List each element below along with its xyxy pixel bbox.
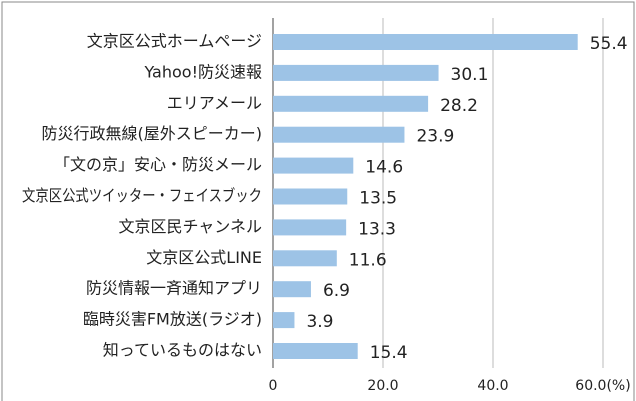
y-tick-label: 知っているものはない (103, 341, 262, 360)
bar (273, 188, 348, 205)
value-label: 14.6 (365, 158, 403, 178)
bar (273, 157, 354, 174)
bar (273, 281, 311, 298)
y-tick-label: 防災行政無線(屋外スピーカー) (42, 124, 263, 143)
value-label: 28.2 (440, 96, 478, 116)
value-label: 11.6 (349, 250, 387, 270)
value-label: 6.9 (323, 281, 350, 301)
x-tick-label: 20.0 (367, 378, 398, 394)
value-label: 23.9 (416, 127, 454, 147)
bar (273, 219, 347, 236)
bar (273, 95, 429, 112)
x-tick-label: 0 (269, 378, 278, 394)
y-tick-label: 文京区公式ホームページ (87, 32, 262, 51)
value-label: 13.5 (359, 189, 397, 209)
bar (273, 250, 337, 267)
value-label: 13.3 (358, 219, 396, 239)
bar (273, 343, 358, 359)
x-tick-label: 60.0(%) (575, 378, 630, 394)
bar (273, 312, 295, 329)
y-tick-label: 臨時災害FM放送(ラジオ) (83, 310, 262, 329)
value-label: 30.1 (451, 65, 489, 85)
value-label: 15.4 (370, 343, 408, 363)
y-tick-label: 防災情報一斉通知アプリ (86, 279, 262, 298)
value-label: 3.9 (306, 312, 333, 332)
y-tick-label: 文京区公式LINE (146, 248, 262, 267)
x-tick-label: 40.0 (477, 378, 508, 394)
y-tick-label: エリアメール (167, 93, 262, 112)
bar (273, 126, 405, 143)
y-tick-label: Yahoo!防災速報 (143, 62, 262, 81)
bar (273, 64, 439, 81)
y-tick-label: 文京区公式ツイッター・フェイスブック (22, 186, 262, 205)
value-label: 55.4 (590, 34, 628, 54)
bar (273, 34, 578, 50)
y-tick-label: 文京区民チャンネル (118, 217, 262, 236)
y-tick-label: 「文の京」安心・防災メール (54, 155, 262, 174)
